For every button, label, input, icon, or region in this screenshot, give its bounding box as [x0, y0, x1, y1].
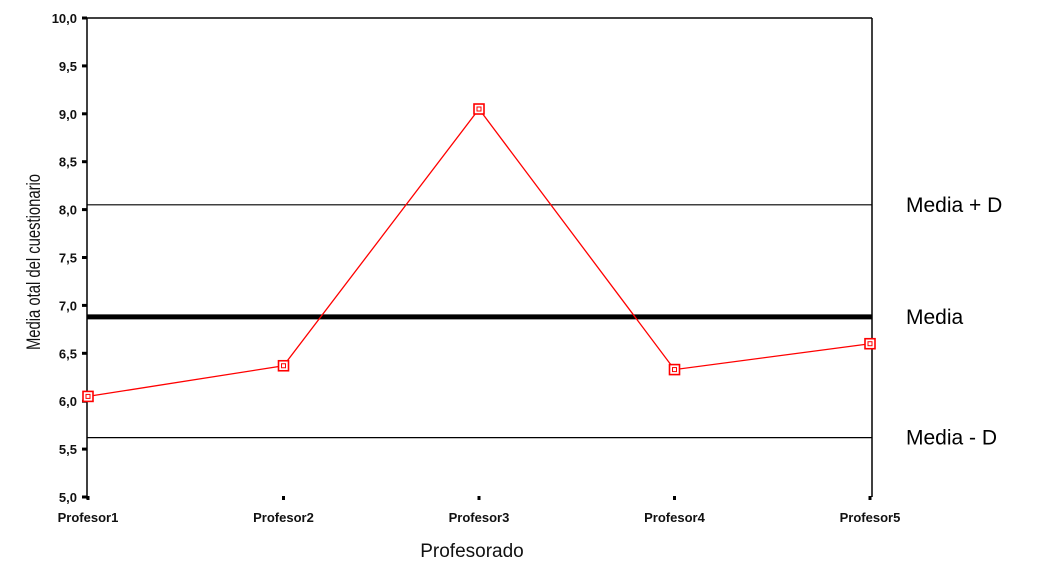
data-point-marker-inner [672, 367, 677, 373]
y-tick-label: 5,5 [59, 442, 77, 457]
x-tick-label: Profesor4 [644, 510, 705, 525]
reference-lines: Media + D Media Media - D [87, 194, 1002, 450]
y-tick-label: 10,0 [52, 11, 77, 26]
y-tick-label: 8,5 [59, 155, 77, 170]
data-point-marker [668, 363, 681, 376]
data-point-marker [473, 103, 485, 115]
y-tick-label: 7,5 [59, 251, 77, 266]
data-point-marker-inner [281, 363, 286, 369]
series-line [87, 107, 871, 398]
x-axis-title: Profesorado [420, 541, 524, 562]
x-tick-label: Profesor2 [253, 510, 314, 525]
data-point-marker [82, 390, 94, 403]
y-tick-label: 7,0 [59, 298, 77, 313]
reference-line-label: Media + D [906, 194, 1002, 217]
y-tick-label: 5,0 [59, 490, 77, 505]
data-point-marker-inner [85, 393, 91, 399]
y-tick-label: 8,0 [59, 203, 77, 218]
y-tick-label: 9,5 [59, 59, 77, 74]
reference-line-label: Media [906, 306, 964, 329]
data-point-marker [277, 359, 290, 372]
y-tick-label: 6,5 [59, 346, 77, 361]
x-tick-label: Profesor3 [449, 510, 510, 525]
data-point-marker [864, 337, 876, 350]
y-tick-label: 9,0 [59, 107, 77, 122]
data-point-marker-inner [476, 106, 482, 112]
x-tick-label: Profesor5 [840, 510, 901, 525]
series-layer [82, 103, 876, 403]
data-point-marker-inner [867, 341, 873, 347]
y-tick-label: 6,0 [59, 394, 77, 409]
x-tick-label: Profesor1 [58, 510, 119, 525]
reference-line-label: Media - D [906, 427, 997, 450]
y-axis-title: Media otal del cuestionario [23, 174, 44, 350]
axes-layer: 5,0 5,5 6,0 6,5 7,0 7,5 8,0 8,5 9,0 9,5 10,0 Profes… [52, 11, 901, 525]
